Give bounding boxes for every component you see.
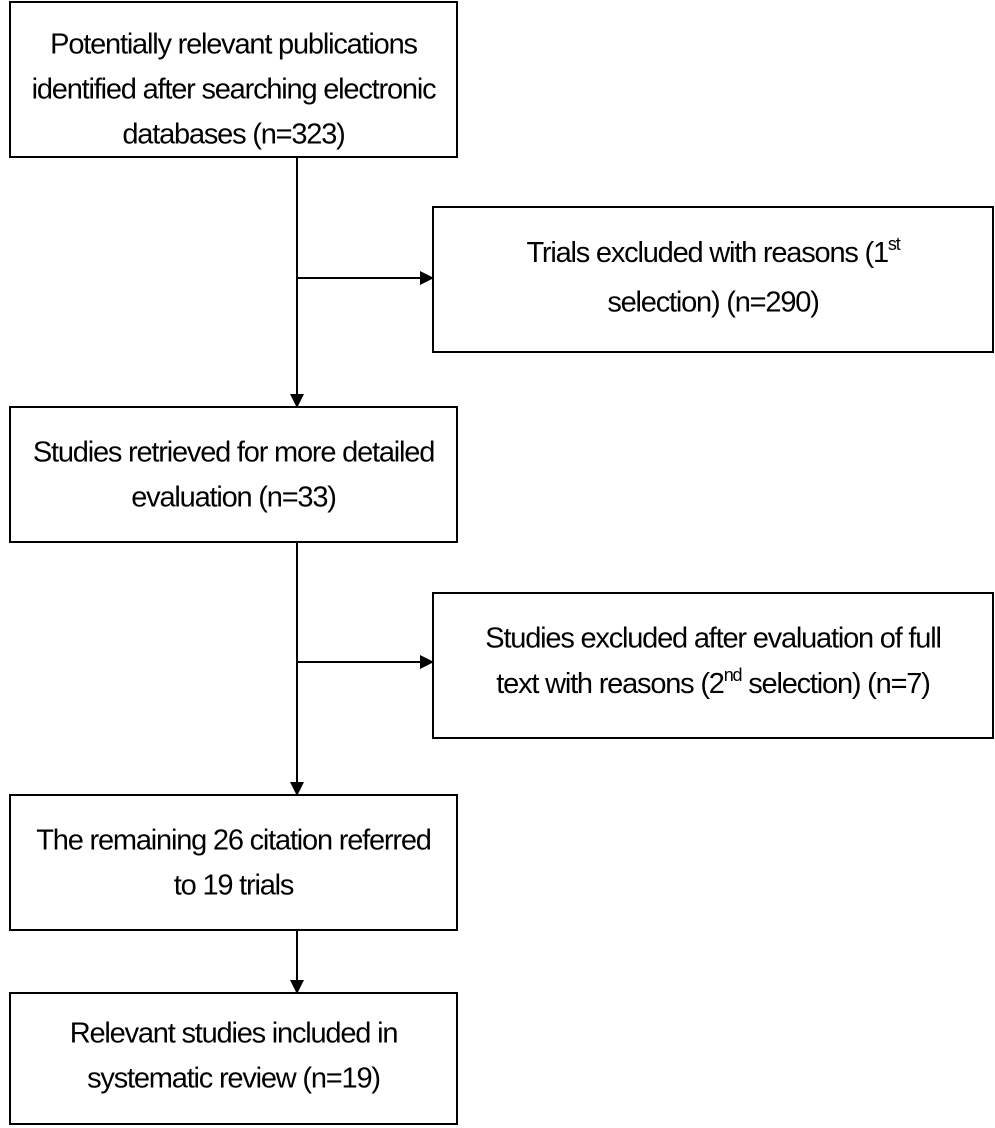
node: Relevant studies included in systematic r… xyxy=(9,992,458,1125)
connectors xyxy=(290,157,434,994)
text-segment: selection) (n=7) xyxy=(741,668,929,700)
node: Potentially relevant publications identif… xyxy=(9,1,458,158)
node-text: evaluation (n=33) xyxy=(131,482,336,514)
superscript: nd xyxy=(724,665,742,685)
node-text: selection) (n=290) xyxy=(607,287,818,319)
node-box xyxy=(9,406,458,543)
node-text: systematic review (n=19) xyxy=(87,1063,380,1095)
node-text: The remaining 26 citation referred xyxy=(36,825,430,857)
node-box xyxy=(9,992,458,1125)
node: The remaining 26 citation referred to 19 … xyxy=(9,794,458,931)
node-text: text with reasons (2nd selection) (n=7) xyxy=(496,665,929,700)
superscript: st xyxy=(888,234,901,254)
node-text: Studies excluded after evaluation of ful… xyxy=(485,623,940,655)
node-text: to 19 trials xyxy=(174,870,294,902)
node-box xyxy=(432,206,994,353)
node-box xyxy=(432,592,994,739)
text-segment: Trials excluded with reasons (1 xyxy=(526,237,888,269)
node-text: Potentially relevant publications xyxy=(50,29,417,61)
node-text: identified after searching electronic xyxy=(32,74,436,106)
node: Studies retrieved for more detailed evalu… xyxy=(9,406,458,543)
node-text: databases (n=323) xyxy=(122,119,344,151)
node-text: Trials excluded with reasons (1st xyxy=(526,234,900,269)
node-box xyxy=(9,794,458,931)
node: Studies excluded after evaluation of ful… xyxy=(432,592,994,739)
node: Trials excluded with reasons (1st selecti… xyxy=(432,206,994,353)
node-text: Relevant studies included in xyxy=(70,1018,398,1050)
text-segment: text with reasons (2 xyxy=(496,668,724,700)
node-text: Studies retrieved for more detailed xyxy=(33,437,434,469)
node-box xyxy=(9,1,458,158)
